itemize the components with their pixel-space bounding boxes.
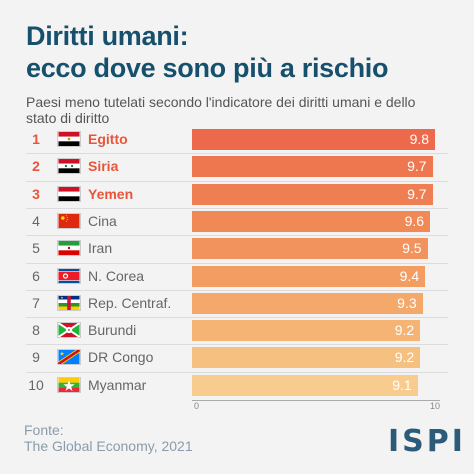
page-title: Diritti umani: ecco dove sono più a risc… <box>26 20 466 84</box>
rank-label: 5 <box>32 240 40 257</box>
bar <box>192 183 433 205</box>
yemen-flag-icon <box>57 185 81 202</box>
source-text: The Global Economy, 2021 <box>24 438 193 454</box>
title-line-1: Diritti umani: <box>26 21 189 51</box>
syria-flag-icon <box>57 158 81 175</box>
bar-value-label: 9.5 <box>402 240 422 257</box>
china-flag-icon <box>57 212 81 229</box>
bar <box>192 292 423 314</box>
category-label: Egitto <box>88 131 128 147</box>
rank-label: 10 <box>28 376 44 393</box>
chart-row: 6 N. Corea 9.4 <box>0 262 474 290</box>
myanmar-flag-icon <box>57 376 81 393</box>
bar <box>192 265 426 287</box>
bar <box>192 129 436 150</box>
row-separator <box>26 289 448 291</box>
bar-value-label: 9.4 <box>399 267 420 284</box>
bar-value-label: 9.6 <box>404 212 425 229</box>
bar-chart: 1 Egitto 9.8 2 Siria 9.7 3 Yemen 9.7 4 Cina 9.6 5 Ira… <box>0 126 474 426</box>
bar <box>192 238 428 260</box>
source-note: Fonte: The Global Economy, 2021 <box>24 422 193 454</box>
row-separator <box>26 207 448 209</box>
category-label: Iran <box>88 240 113 257</box>
rank-label: 8 <box>32 322 40 339</box>
chart-subtitle: Paesi meno tutelati secondo l'indicatore… <box>26 94 416 126</box>
row-separator <box>26 371 448 373</box>
title-line-2: ecco dove sono più a rischio <box>26 53 389 83</box>
row-separator <box>26 317 448 319</box>
row-separator <box>26 180 448 182</box>
chart-row: 7 Rep. Centraf. 9.3 <box>0 289 474 317</box>
bar-value-label: 9.1 <box>392 376 412 393</box>
bar <box>192 374 418 396</box>
x-axis-line <box>192 400 440 401</box>
bar-value-label: 9.2 <box>394 322 415 339</box>
bar <box>192 210 431 232</box>
bar-value-label: 9.7 <box>407 185 427 202</box>
burundi-flag-icon <box>57 322 81 339</box>
bar <box>192 347 421 369</box>
drc-flag-icon <box>57 349 81 366</box>
rank-label: 2 <box>32 158 40 175</box>
bar-value-label: 9.2 <box>394 349 415 366</box>
rank-label: 4 <box>32 212 40 229</box>
chart-row: 8 Burundi 9.2 <box>0 317 474 344</box>
north-korea-flag-icon <box>57 267 81 284</box>
iran-flag-icon <box>57 240 81 257</box>
rank-label: 9 <box>32 349 40 366</box>
row-separator <box>26 262 448 264</box>
egypt-flag-icon <box>57 131 81 147</box>
category-label: N. Corea <box>88 267 145 284</box>
chart-row: 1 Egitto 9.8 <box>0 126 474 153</box>
rank-label: 7 <box>32 294 40 311</box>
category-label: Burundi <box>88 322 137 339</box>
x-tick-label: 0 <box>194 401 200 411</box>
category-label: Yemen <box>88 185 134 202</box>
chart-row: 10 Myanmar 9.1 <box>0 371 474 399</box>
chart-row: 5 Iran 9.5 <box>0 235 474 262</box>
row-separator <box>26 235 448 237</box>
category-label: Myanmar <box>88 376 147 393</box>
ispi-logo: ISPI <box>388 424 466 459</box>
source-label: Fonte: <box>24 422 64 438</box>
rank-label: 1 <box>32 131 40 147</box>
x-tick-label: 10 <box>429 401 440 411</box>
bar-value-label: 9.3 <box>397 294 417 311</box>
row-separator <box>26 344 448 346</box>
category-label: Siria <box>88 158 119 175</box>
chart-row: 2 Siria 9.7 <box>0 153 474 180</box>
car-flag-icon <box>57 294 81 311</box>
category-label: Rep. Centraf. <box>88 294 172 311</box>
rank-label: 6 <box>32 267 40 284</box>
bar-value-label: 9.8 <box>409 131 430 147</box>
bar <box>192 156 433 178</box>
row-separator <box>26 153 448 155</box>
bar <box>192 320 421 342</box>
x-axis: 0 10 <box>192 400 440 420</box>
chart-row: 4 Cina 9.6 <box>0 207 474 235</box>
bar-value-label: 9.7 <box>407 158 427 175</box>
rank-label: 3 <box>32 185 40 202</box>
category-label: Cina <box>88 212 117 229</box>
chart-row: 3 Yemen 9.7 <box>0 180 474 208</box>
chart-row: 9 DR Congo 9.2 <box>0 344 474 371</box>
category-label: DR Congo <box>88 349 154 366</box>
